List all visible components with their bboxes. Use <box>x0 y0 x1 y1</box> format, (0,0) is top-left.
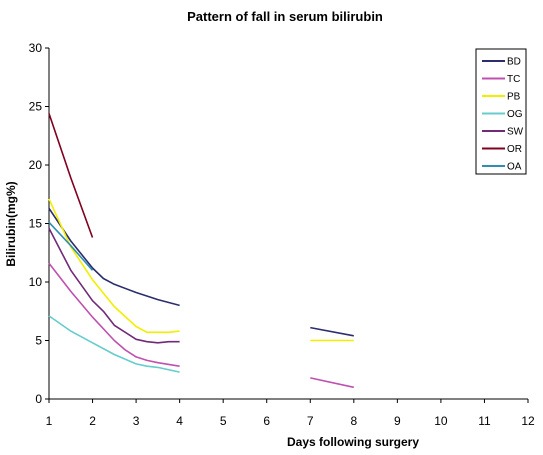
x-tick-label: 5 <box>220 414 227 428</box>
x-tick-label: 4 <box>176 414 183 428</box>
x-tick-label: 2 <box>89 414 96 428</box>
y-tick-label: 20 <box>29 158 43 172</box>
y-tick-label: 5 <box>35 334 42 348</box>
legend-items: BD TC PB OG SW OR OA <box>482 57 524 173</box>
y-tick-label: 15 <box>29 217 43 231</box>
legend-label-bd: BD <box>507 57 521 68</box>
legend-label-oa: OA <box>507 162 522 173</box>
x-tick-label: 6 <box>263 414 270 428</box>
legend-label-og: OG <box>507 109 523 120</box>
y-tick-label: 30 <box>29 41 43 55</box>
series-line-sw <box>48 227 180 344</box>
x-tick-label: 3 <box>133 414 140 428</box>
x-axis-label: Days following surgery <box>287 435 419 449</box>
x-tick-label: 10 <box>434 414 448 428</box>
legend-label-pb: PB <box>507 92 521 103</box>
series-lines <box>48 113 354 389</box>
series-line-bd-segment-1 <box>48 207 180 307</box>
x-ticks: 1 2 3 4 5 6 7 8 9 10 11 12 <box>46 399 535 428</box>
series-line-tc-segment-1 <box>48 262 180 367</box>
series-line-tc-segment-2 <box>310 377 354 389</box>
legend-label-or: OR <box>507 144 522 155</box>
x-tick-label: 9 <box>394 414 401 428</box>
series-line-oa <box>48 221 94 271</box>
chart-title: Pattern of fall in serum bilirubin <box>187 9 383 24</box>
x-tick-label: 7 <box>307 414 314 428</box>
series-line-or <box>48 113 94 238</box>
x-tick-label: 11 <box>478 414 491 428</box>
legend: BD TC PB OG SW OR OA <box>475 48 527 175</box>
x-tick-label: 1 <box>46 414 53 428</box>
y-tick-label: 0 <box>35 392 42 406</box>
x-tick-label: 8 <box>350 414 357 428</box>
legend-label-sw: SW <box>507 127 524 138</box>
legend-box <box>475 48 527 175</box>
y-tick-label: 25 <box>29 100 43 114</box>
y-ticks: 0 5 10 15 20 25 30 <box>29 41 49 406</box>
series-line-bd-segment-2 <box>310 326 354 337</box>
y-tick-label: 10 <box>29 275 43 289</box>
series-line-pb-segment-1 <box>48 198 180 334</box>
y-axis-label: Bilirubin(mg%) <box>4 181 18 266</box>
series-line-og <box>48 315 180 373</box>
x-tick-label: 12 <box>521 414 535 428</box>
legend-label-tc: TC <box>507 74 520 85</box>
